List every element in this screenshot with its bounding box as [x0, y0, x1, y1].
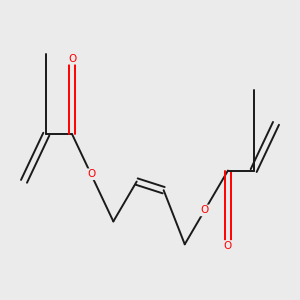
Text: O: O: [68, 54, 76, 64]
Text: O: O: [224, 241, 232, 251]
Text: O: O: [200, 206, 209, 215]
Text: O: O: [87, 169, 95, 179]
